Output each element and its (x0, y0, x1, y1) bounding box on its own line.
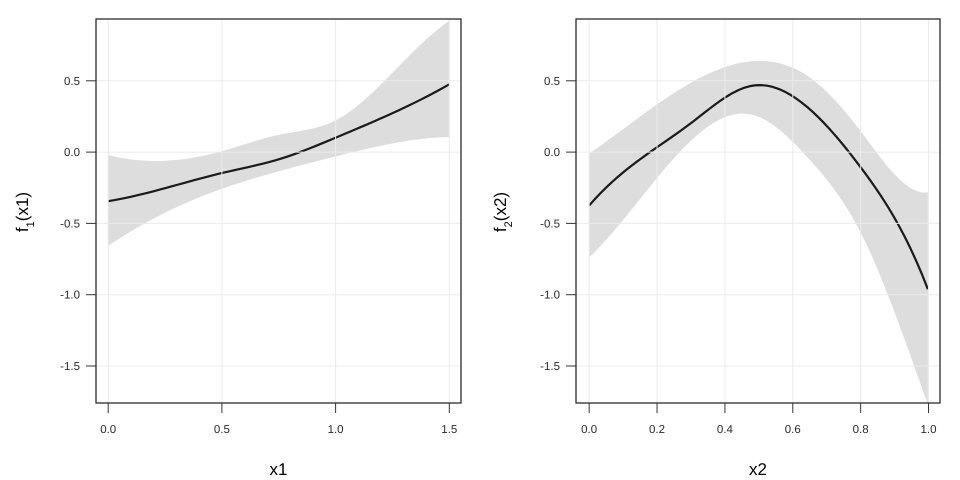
svg-text:-1.5: -1.5 (540, 361, 560, 373)
svg-text:-0.5: -0.5 (60, 218, 80, 230)
svg-text:x2: x2 (749, 460, 767, 479)
svg-text:0.8: 0.8 (853, 424, 869, 436)
svg-text:1.5: 1.5 (441, 424, 457, 436)
svg-text:-1.0: -1.0 (60, 290, 80, 302)
svg-text:0.5: 0.5 (544, 76, 560, 88)
svg-text:0.0: 0.0 (544, 147, 560, 159)
svg-text:0.5: 0.5 (64, 76, 80, 88)
svg-text:0.0: 0.0 (581, 424, 597, 436)
svg-text:-1.0: -1.0 (540, 290, 560, 302)
svg-text:f2(x2): f2(x2) (491, 192, 515, 232)
svg-text:-0.5: -0.5 (540, 218, 560, 230)
svg-text:0.2: 0.2 (649, 424, 665, 436)
svg-text:0.0: 0.0 (64, 147, 80, 159)
svg-text:1.0: 1.0 (328, 424, 344, 436)
svg-text:f1(x1): f1(x1) (13, 192, 37, 232)
svg-text:0.0: 0.0 (100, 424, 116, 436)
svg-text:-1.5: -1.5 (60, 361, 80, 373)
svg-text:0.5: 0.5 (214, 424, 230, 436)
svg-text:0.6: 0.6 (785, 424, 801, 436)
svg-text:0.4: 0.4 (717, 424, 734, 436)
svg-text:x1: x1 (270, 460, 288, 479)
svg-text:1.0: 1.0 (921, 424, 937, 436)
